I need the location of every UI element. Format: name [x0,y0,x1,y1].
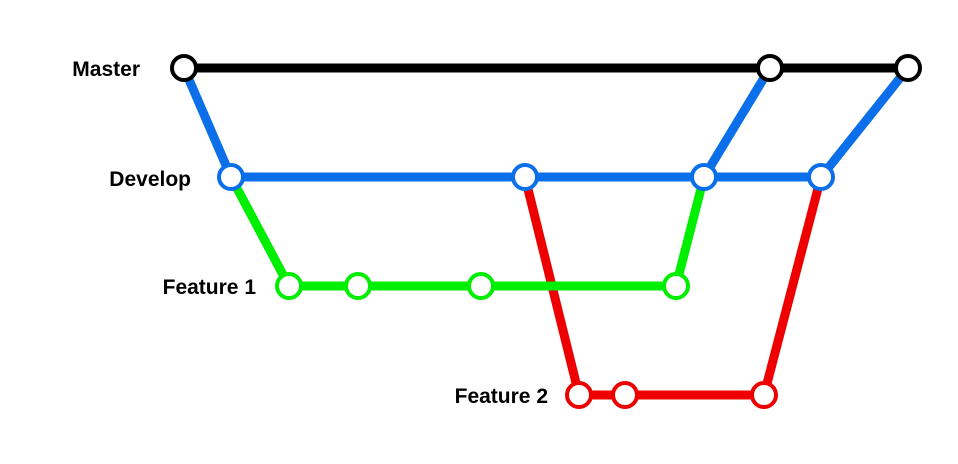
feature2-merge-line [759,175,826,397]
feature1-merge-line [671,175,709,288]
commit-nodes [170,54,922,409]
feature2-commit-node [750,381,778,409]
branch-lines [179,63,912,400]
master-commit-node [894,54,922,82]
branch-labels: Master Develop Feature 1 Feature 2 [72,58,548,408]
feature1-commit-node [344,272,372,300]
develop-commit-node [511,163,539,191]
master-branch-label: Master [72,58,140,81]
develop-branch-off-line [179,66,236,179]
feature2-commit-node [565,381,593,409]
develop-release-line-1 [700,65,774,180]
feature1-commit-node [275,272,303,300]
master-commit-node [170,54,198,82]
develop-branch-label: Develop [109,168,191,191]
feature1-branch-off-line [227,174,293,289]
feature1-commit-node [662,272,690,300]
develop-commit-node [690,163,718,191]
feature1-branch-label: Feature 1 [163,276,257,299]
feature2-commit-node [611,381,639,409]
master-commit-node [756,54,784,82]
develop-commit-node [217,163,245,191]
feature2-branch-label: Feature 2 [455,385,548,408]
feature1-commit-node [467,272,495,300]
develop-commit-node [807,163,835,191]
develop-release-line-2 [817,65,912,180]
